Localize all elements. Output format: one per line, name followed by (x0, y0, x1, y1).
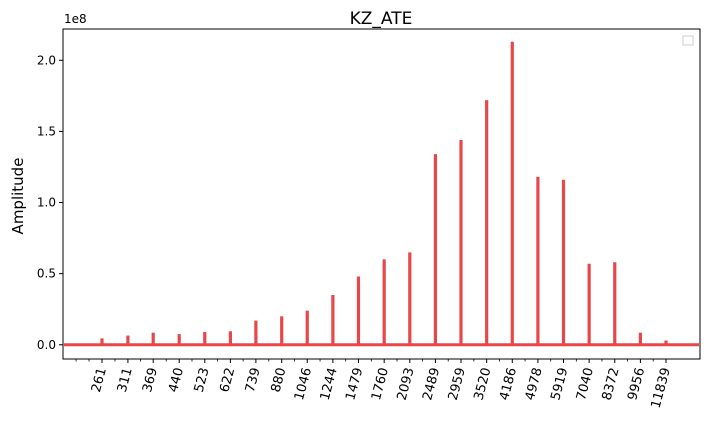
y-tick-label: 1.5 (37, 124, 56, 138)
x-tick-label: 622 (217, 366, 238, 394)
y-axis: 0.0 0.5 1.0 1.5 2.0 (37, 53, 63, 352)
x-axis: 261 311 369 440 523 622 739 880 1046 1244 1479 1760… (75, 359, 674, 410)
x-tick-label: 440 (166, 366, 187, 394)
x-tick-label: 523 (192, 366, 213, 394)
x-tick-label: 11839 (649, 366, 674, 410)
x-tick-label: 2959 (446, 366, 469, 402)
x-tick-label: 1479 (343, 366, 366, 402)
x-tick-label: 311 (115, 366, 136, 394)
legend (682, 35, 694, 46)
x-tick-label: 4978 (523, 366, 546, 402)
x-tick-label: 1046 (292, 366, 315, 402)
y-tick-label: 0.5 (37, 267, 56, 281)
x-tick-label: 3520 (471, 366, 494, 402)
y-tick-label: 2.0 (37, 53, 56, 67)
x-tick-label: 1244 (318, 366, 341, 402)
plot-area (64, 41, 699, 347)
y-tick-label: 1.0 (37, 196, 56, 210)
y-axis-label: Amplitude (9, 158, 27, 235)
x-tick-label: 880 (269, 366, 290, 394)
x-tick-label: 739 (243, 366, 264, 394)
x-tick-label: 8372 (600, 366, 623, 402)
x-tick-label: 9956 (625, 366, 648, 402)
x-tick-label: 2489 (420, 366, 443, 402)
y-multiplier-label: 1e8 (64, 12, 87, 26)
y-tick-label: 0.0 (37, 338, 56, 352)
x-tick-label: 7040 (574, 366, 597, 402)
plot-frame (62, 28, 701, 360)
x-tick-label: 4186 (497, 366, 520, 402)
x-tick-label: 261 (89, 366, 110, 394)
x-tick-label: 369 (140, 366, 161, 394)
x-tick-label: 1760 (369, 366, 392, 402)
x-tick-label: 5919 (548, 366, 571, 402)
chart-title: KZ_ATE (350, 9, 413, 29)
x-tick-label: 2093 (395, 366, 418, 402)
